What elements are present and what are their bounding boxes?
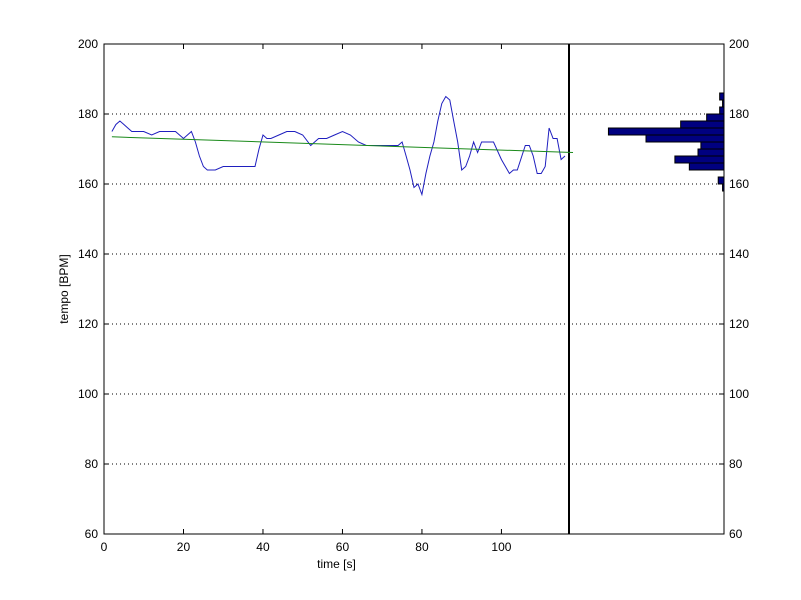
histogram-bar xyxy=(719,106,725,115)
x-tick-label: 20 xyxy=(177,540,191,554)
y-tick-label-left: 120 xyxy=(78,317,98,331)
x-tick-label: 80 xyxy=(415,540,429,554)
histogram-bar xyxy=(719,92,725,101)
histogram-bar xyxy=(674,155,725,164)
y-tick-label-left: 200 xyxy=(78,37,98,51)
y-tick-label-right: 120 xyxy=(729,317,749,331)
trend-line xyxy=(111,136,574,153)
histogram-bar xyxy=(717,176,725,185)
y-tick-label-right: 100 xyxy=(729,387,749,401)
x-tick-label: 40 xyxy=(256,540,270,554)
x-tick-label: 100 xyxy=(491,540,511,554)
y-tick-label-right: 80 xyxy=(729,457,743,471)
plot-frame xyxy=(103,43,725,535)
y-tick-label-left: 140 xyxy=(78,247,98,261)
histogram-bar xyxy=(607,127,725,136)
y-axis-label: tempo [BPM] xyxy=(57,254,71,323)
y-tick-label-right: 200 xyxy=(729,37,749,51)
y-tick-label-left: 180 xyxy=(78,107,98,121)
histogram-bar xyxy=(645,134,725,143)
x-tick-label: 60 xyxy=(336,540,350,554)
y-tick-label-left: 80 xyxy=(85,457,99,471)
y-tick-label-left: 100 xyxy=(78,387,98,401)
histogram-bar xyxy=(706,113,725,122)
histogram-bar xyxy=(697,148,725,157)
tempo-line xyxy=(111,95,566,197)
histogram-bar xyxy=(700,141,725,150)
y-tick-label-left: 160 xyxy=(78,177,98,191)
y-tick-label-right: 140 xyxy=(729,247,749,261)
y-tick-label-left: 60 xyxy=(85,527,99,541)
y-tick-label-right: 60 xyxy=(729,527,743,541)
y-tick-label-right: 160 xyxy=(729,177,749,191)
y-tick-label-right: 180 xyxy=(729,107,749,121)
histogram-bar xyxy=(688,162,725,171)
histogram-bar xyxy=(680,120,725,129)
x-axis-label: time [s] xyxy=(317,557,356,571)
x-tick-label: 0 xyxy=(101,540,108,554)
